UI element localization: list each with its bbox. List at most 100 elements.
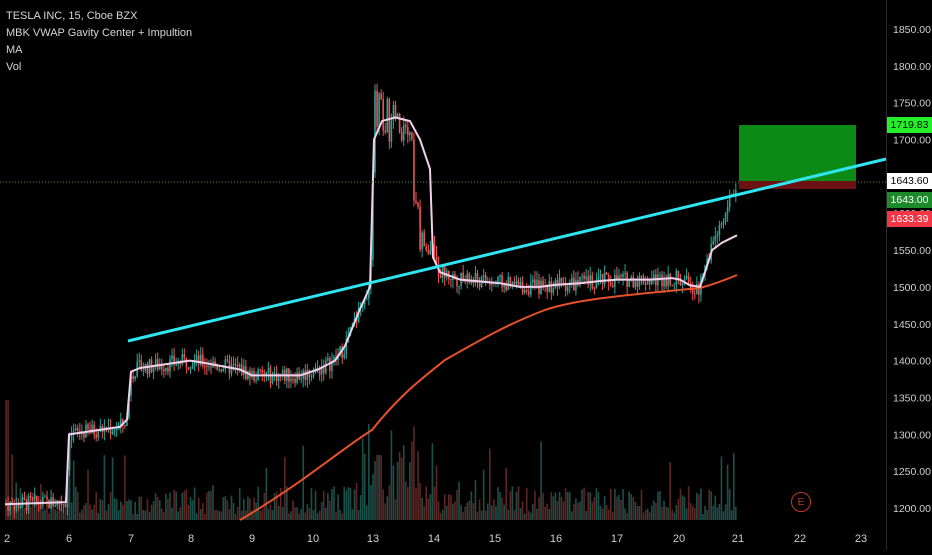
volume-bar: [550, 492, 553, 520]
candle-body: [392, 105, 395, 121]
candle-body: [189, 368, 192, 370]
volume-bar: [546, 503, 548, 520]
volume-bar: [216, 509, 218, 520]
volume-bar: [46, 507, 48, 520]
candle-body: [628, 280, 630, 288]
volume-bar: [476, 511, 479, 520]
volume-bar: [687, 486, 690, 520]
volume-bar: [185, 489, 188, 520]
candle-body: [640, 275, 643, 277]
candle-body: [204, 365, 206, 367]
candle-body: [491, 282, 493, 285]
volume-bar: [103, 455, 106, 520]
volume-bar: [263, 492, 266, 520]
time-tick-label: 21: [732, 533, 744, 545]
volume-bar: [202, 503, 204, 520]
volume-bar: [368, 423, 370, 520]
volume-bar: [154, 493, 157, 520]
indicator-ma-label[interactable]: MA: [6, 44, 23, 56]
volume-bar: [609, 488, 612, 520]
volume-bar: [89, 504, 91, 520]
candle-body: [68, 440, 71, 471]
volume-bar: [101, 500, 104, 520]
volume-bar: [536, 508, 538, 520]
candles: [5, 83, 737, 519]
volume-bar: [267, 508, 270, 520]
volume-bar: [716, 507, 719, 520]
candle-body: [472, 280, 475, 284]
time-tick-label: 23: [855, 533, 867, 545]
volume-bar: [612, 511, 614, 520]
candle-body: [318, 367, 321, 375]
candle-body: [183, 353, 186, 358]
volume-bar: [548, 508, 551, 520]
candle-body: [232, 364, 235, 366]
candle-body: [197, 355, 200, 365]
volume-bar: [689, 503, 692, 520]
candle-body: [550, 280, 553, 293]
volume-bar: [714, 495, 717, 520]
symbol-title[interactable]: TESLA INC, 15, Cboe BZX: [6, 10, 138, 22]
candle-body: [423, 232, 425, 247]
volume-bar: [589, 492, 592, 520]
volume-bar: [704, 505, 706, 520]
candle-body: [331, 361, 333, 372]
volume-bar: [587, 492, 589, 520]
volume-bar: [554, 492, 557, 520]
volume-bars: [5, 400, 737, 520]
volume-bar: [163, 512, 165, 520]
volume-bar: [626, 512, 628, 520]
volume-bar: [398, 451, 401, 520]
candle-body: [497, 276, 499, 283]
candle-body: [320, 367, 323, 375]
candle-body: [191, 364, 194, 369]
volume-bar: [601, 508, 604, 520]
volume-bar: [581, 489, 583, 520]
volume-bar: [691, 505, 694, 520]
candle-body: [624, 272, 626, 274]
candle-body: [109, 427, 112, 434]
volume-bar: [468, 500, 471, 520]
volume-bar: [355, 482, 358, 520]
volume-bar: [300, 509, 302, 520]
candle-body: [115, 429, 118, 431]
candle-body: [366, 298, 368, 300]
volume-bar: [542, 492, 544, 520]
volume-bar: [573, 503, 575, 520]
volume-bar: [74, 486, 77, 520]
volume-bar: [93, 504, 95, 520]
candle-body: [433, 244, 436, 254]
candle-body: [515, 280, 518, 285]
volume-bar: [95, 492, 97, 520]
indicator-vwap-label[interactable]: MBK VWAP Gavity Center + Impultion: [6, 27, 193, 39]
candle-body: [571, 277, 573, 283]
candle-body: [671, 284, 674, 286]
entry-price-tag: 1643.00: [887, 192, 932, 208]
time-tick-label: 10: [307, 533, 319, 545]
candle-body: [91, 424, 93, 434]
drawing-tools[interactable]: [0, 125, 887, 343]
candle-body: [527, 291, 530, 295]
price-tick-label: 1700.00: [893, 135, 931, 147]
candle-body: [400, 132, 403, 141]
candle-body: [394, 105, 397, 117]
candle-body: [132, 376, 134, 379]
candle-body: [81, 433, 83, 435]
candle-body: [698, 283, 700, 295]
volume-bar: [68, 459, 71, 520]
indicator-vol-label[interactable]: Vol: [6, 61, 22, 73]
candle-body: [612, 284, 614, 287]
earnings-event-icon[interactable]: E: [791, 492, 811, 512]
volume-bar: [171, 507, 173, 520]
candle-body: [458, 285, 460, 287]
candle-body: [9, 501, 11, 512]
volume-bar: [195, 513, 198, 520]
volume-bar: [620, 499, 622, 520]
volume-bar: [616, 496, 618, 520]
candle-body: [171, 355, 173, 359]
candle-body: [60, 503, 63, 505]
price-axis[interactable]: 1850.001800.001750.001700.001650.001600.…: [886, 0, 932, 550]
candle-body: [312, 372, 315, 377]
